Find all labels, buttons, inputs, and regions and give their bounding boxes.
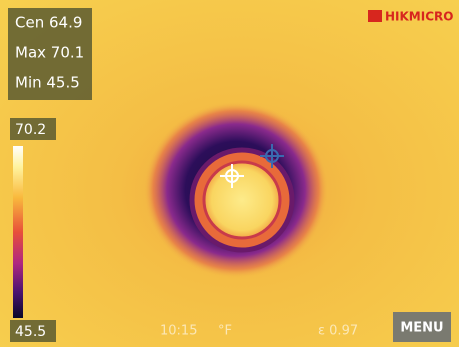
page: Cen 64.9 Max 70.1 Min 45.5 HIKMICRO 70.2… (0, 0, 459, 347)
brand: HIKMICRO (385, 10, 453, 24)
reading: Min 45.5 (15, 74, 80, 92)
time: 10:15 (160, 324, 197, 339)
menu-label[interactable]: MENU (400, 321, 443, 336)
reading: Max 70.1 (15, 44, 84, 62)
thermal-screen: Cen 64.9 Max 70.1 Min 45.5 HIKMICRO 70.2… (0, 0, 459, 347)
ring-core (204, 162, 280, 238)
scale-max: 70.2 (15, 122, 46, 138)
unit: °F (218, 324, 232, 339)
scale-min: 45.5 (15, 324, 46, 340)
color-bar (13, 146, 23, 318)
brand-icon (368, 10, 382, 22)
reading: Cen 64.9 (15, 14, 82, 32)
emissivity: ε 0.97 (318, 324, 358, 339)
